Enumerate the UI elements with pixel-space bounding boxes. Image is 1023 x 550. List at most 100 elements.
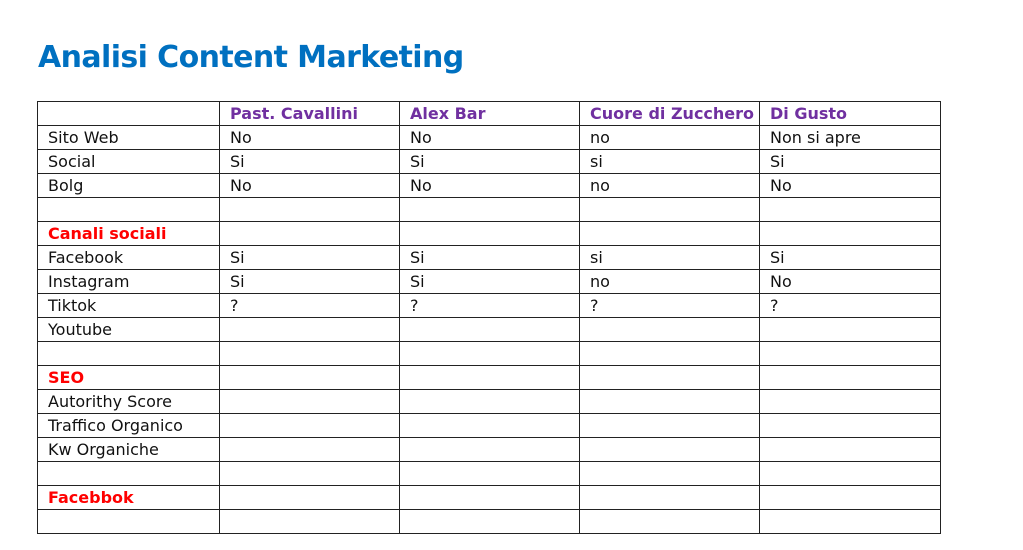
content-marketing-table: Past. Cavallini Alex Bar Cuore di Zucchero… bbox=[37, 101, 941, 534]
table-cell bbox=[219, 221, 400, 246]
table-cell bbox=[759, 317, 941, 342]
table-cell bbox=[579, 509, 760, 534]
column-header: Cuore di Zucchero bbox=[579, 101, 760, 126]
table-cell: No bbox=[219, 125, 400, 150]
table-cell bbox=[399, 341, 580, 366]
table-cell bbox=[399, 317, 580, 342]
table-cell bbox=[579, 197, 760, 222]
table-row bbox=[37, 509, 941, 534]
table-cell bbox=[759, 389, 941, 414]
table-cell bbox=[759, 413, 941, 438]
row-label: Autorithy Score bbox=[37, 389, 220, 414]
table-cell bbox=[579, 461, 760, 486]
row-label bbox=[37, 461, 220, 486]
row-label: Tiktok bbox=[37, 293, 220, 318]
row-label bbox=[37, 197, 220, 222]
table-cell bbox=[399, 197, 580, 222]
table-cell bbox=[759, 461, 941, 486]
row-label: Sito Web bbox=[37, 125, 220, 150]
table-cell: Si bbox=[399, 245, 580, 270]
table-cell: Si bbox=[759, 245, 941, 270]
table-cell: Si bbox=[399, 149, 580, 174]
table-row: Youtube bbox=[37, 317, 941, 342]
table-row: Traffico Organico bbox=[37, 413, 941, 438]
row-label: Social bbox=[37, 149, 220, 174]
table-cell: ? bbox=[219, 293, 400, 318]
table-row bbox=[37, 461, 941, 486]
row-label: Youtube bbox=[37, 317, 220, 342]
table-header-row: Past. Cavallini Alex Bar Cuore di Zucchero… bbox=[37, 101, 941, 126]
table-cell bbox=[399, 365, 580, 390]
table-cell: No bbox=[399, 173, 580, 198]
table-cell bbox=[759, 437, 941, 462]
table-cell: no bbox=[579, 125, 760, 150]
row-label: Instagram bbox=[37, 269, 220, 294]
table-cell bbox=[399, 509, 580, 534]
table-cell bbox=[219, 485, 400, 510]
table-cell: Si bbox=[219, 245, 400, 270]
table-cell bbox=[579, 389, 760, 414]
table-cell bbox=[219, 509, 400, 534]
table-cell bbox=[759, 341, 941, 366]
row-label: Kw Organiche bbox=[37, 437, 220, 462]
table-row: Autorithy Score bbox=[37, 389, 941, 414]
table-row: Instagram Si Si no No bbox=[37, 269, 941, 294]
table-row: Social Si Si si Si bbox=[37, 149, 941, 174]
table-cell bbox=[219, 437, 400, 462]
table-cell bbox=[219, 365, 400, 390]
table-cell bbox=[579, 437, 760, 462]
table-cell bbox=[399, 413, 580, 438]
section-row: SEO bbox=[37, 365, 941, 390]
table-cell: ? bbox=[399, 293, 580, 318]
table-cell bbox=[579, 485, 760, 510]
table-row bbox=[37, 197, 941, 222]
table-cell: ? bbox=[759, 293, 941, 318]
table-cell bbox=[399, 221, 580, 246]
table-cell bbox=[399, 389, 580, 414]
table-cell bbox=[759, 197, 941, 222]
column-header: Di Gusto bbox=[759, 101, 941, 126]
table-cell bbox=[759, 509, 941, 534]
table-cell: si bbox=[579, 149, 760, 174]
table-cell: No bbox=[399, 125, 580, 150]
table-cell bbox=[399, 485, 580, 510]
table-cell bbox=[399, 437, 580, 462]
table-cell bbox=[759, 221, 941, 246]
table-cell bbox=[219, 341, 400, 366]
table-cell bbox=[219, 197, 400, 222]
table-cell bbox=[579, 341, 760, 366]
table-cell: No bbox=[219, 173, 400, 198]
table-cell: No bbox=[759, 269, 941, 294]
table-row: Bolg No No no No bbox=[37, 173, 941, 198]
row-label bbox=[37, 509, 220, 534]
table-row: Kw Organiche bbox=[37, 437, 941, 462]
table-cell: Non si apre bbox=[759, 125, 941, 150]
table-cell: Si bbox=[399, 269, 580, 294]
row-label: Canali sociali bbox=[37, 221, 220, 246]
table-row: Sito Web No No no Non si apre bbox=[37, 125, 941, 150]
table-cell: no bbox=[579, 173, 760, 198]
row-label: Facebbok bbox=[37, 485, 220, 510]
table-cell bbox=[579, 221, 760, 246]
row-label bbox=[37, 341, 220, 366]
column-header: Past. Cavallini bbox=[219, 101, 400, 126]
table-cell bbox=[759, 365, 941, 390]
table-cell bbox=[579, 365, 760, 390]
section-row: Canali sociali bbox=[37, 221, 941, 246]
table-cell bbox=[579, 317, 760, 342]
table-cell bbox=[399, 461, 580, 486]
row-label: SEO bbox=[37, 365, 220, 390]
table-cell: Si bbox=[219, 269, 400, 294]
table-cell: ? bbox=[579, 293, 760, 318]
table-cell bbox=[219, 413, 400, 438]
table-cell bbox=[219, 389, 400, 414]
column-header bbox=[37, 101, 220, 126]
table-cell bbox=[219, 461, 400, 486]
row-label: Traffico Organico bbox=[37, 413, 220, 438]
table-row bbox=[37, 341, 941, 366]
table-cell: no bbox=[579, 269, 760, 294]
table-cell bbox=[219, 317, 400, 342]
table-row: Facebook Si Si si Si bbox=[37, 245, 941, 270]
section-row: Facebbok bbox=[37, 485, 941, 510]
table-cell bbox=[579, 413, 760, 438]
